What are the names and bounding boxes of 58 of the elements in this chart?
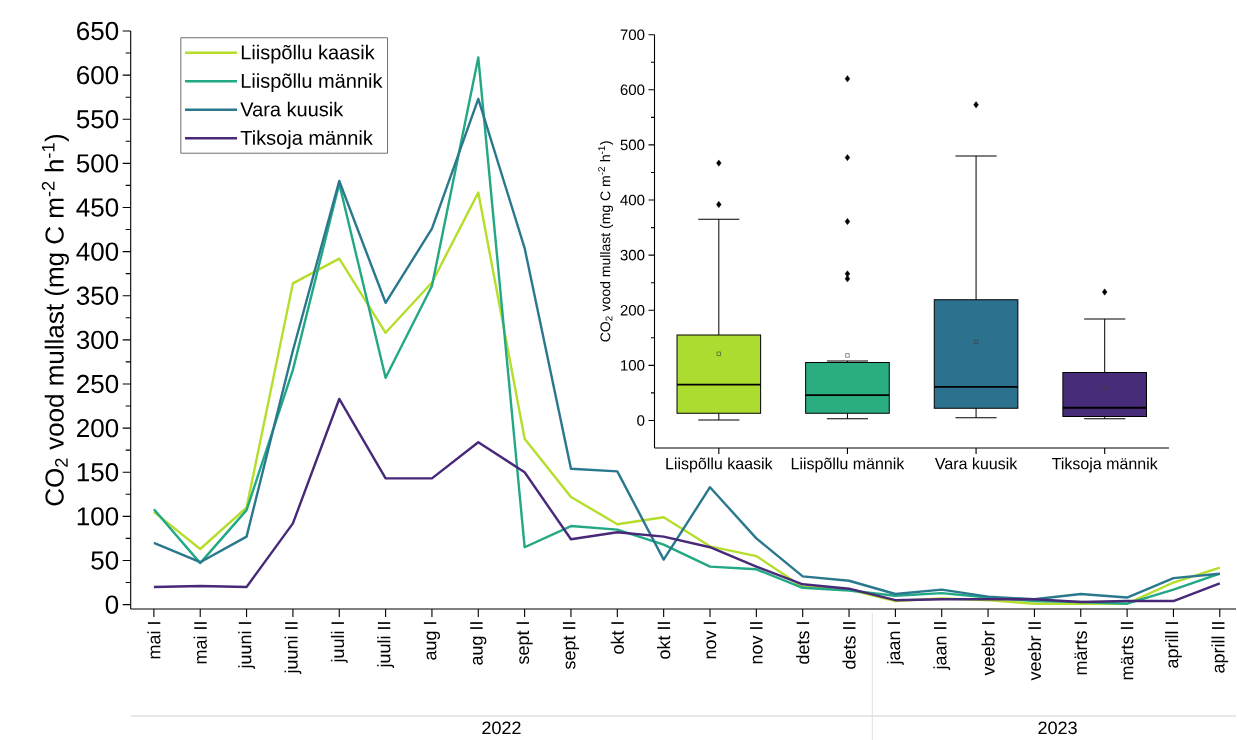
y-tick-label: 500 (620, 139, 645, 151)
x-tick-label: veebr II (1027, 622, 1042, 681)
x-tick-label: aprill I (1165, 622, 1182, 668)
y-tick-label: 300 (76, 330, 119, 350)
x-tick-label: Liispõllu männik (791, 457, 905, 473)
y-tick-label: 250 (77, 374, 119, 394)
y-tick-label: 400 (76, 242, 119, 261)
x-tick-label: mai II (193, 622, 207, 664)
y-axis-title: CO$_{2}$ vood mullast (mg C m$^{-2}$ h$^{-1}$) (598, 141, 614, 342)
x-tick-label: aug II (470, 622, 487, 665)
legend-label: Tiksoja männik (240, 130, 373, 149)
legend-label: Liispõllu kaasik (241, 44, 375, 64)
x-tick-label: sept I (516, 622, 533, 665)
x-tick-label: juuli II (377, 622, 394, 668)
y-tick-label: 50 (91, 551, 119, 570)
x-tick-label: aug I (423, 622, 440, 660)
x-tick-label: veebr I (981, 622, 995, 676)
text: 2023 (1038, 721, 1077, 735)
y-tick-label: 200 (620, 304, 645, 316)
legend-label: Vara kuusik (240, 101, 344, 117)
y-tick-label: 100 (621, 360, 645, 371)
y-tick-label: 600 (620, 84, 645, 96)
y-tick-label: 0 (105, 595, 119, 614)
x-tick-label: okt II (657, 622, 671, 659)
x-tick-label: aprill II (1211, 622, 1229, 673)
x-tick-label: dets II (842, 622, 856, 669)
y-tick-label: 550 (76, 110, 119, 129)
y-tick-label: 0 (637, 415, 645, 426)
text: 2022 (482, 721, 521, 735)
y-tick-label: 500 (76, 154, 119, 173)
x-tick-label: jaan I (886, 622, 904, 666)
x-tick-label: juuni I (238, 622, 255, 670)
x-tick-label: märts II (1120, 622, 1134, 680)
y-tick-label: 150 (77, 463, 119, 482)
y-tick-label: 700 (620, 29, 645, 41)
x-tick-label: märts I (1074, 622, 1088, 675)
legend-label: Liispõllu männik (241, 73, 383, 92)
x-tick-label: Vara kuusik (934, 457, 1018, 470)
y-tick-label: 300 (620, 249, 645, 261)
x-tick-label: dets I (796, 622, 810, 664)
x-tick-label: nov II (750, 622, 763, 664)
x-tick-label: Tiksoja männik (1052, 457, 1158, 473)
x-tick-label: okt I (610, 622, 624, 654)
y-tick-label: 350 (76, 286, 119, 305)
y-tick-label: 100 (77, 507, 119, 526)
y-axis-title: CO$_{2}$ vood mullast (mg C m$^{-2}$ h$^{-1}$) (41, 134, 69, 506)
y-tick-label: 200 (77, 418, 119, 438)
x-tick-label: juuli I (330, 622, 348, 663)
x-tick-label: sept II (562, 622, 580, 670)
y-tick-label: 600 (77, 65, 119, 85)
x-tick-label: Liispõllu kaasik (666, 457, 773, 473)
y-tick-label: 650 (77, 21, 119, 41)
x-tick-label: juuni II (284, 622, 302, 675)
x-tick-label: jaan II (933, 622, 951, 671)
y-tick-label: 450 (76, 198, 119, 217)
x-tick-label: nov I (703, 622, 717, 659)
y-tick-label: 400 (620, 194, 645, 206)
x-tick-label: mai I (147, 622, 161, 659)
